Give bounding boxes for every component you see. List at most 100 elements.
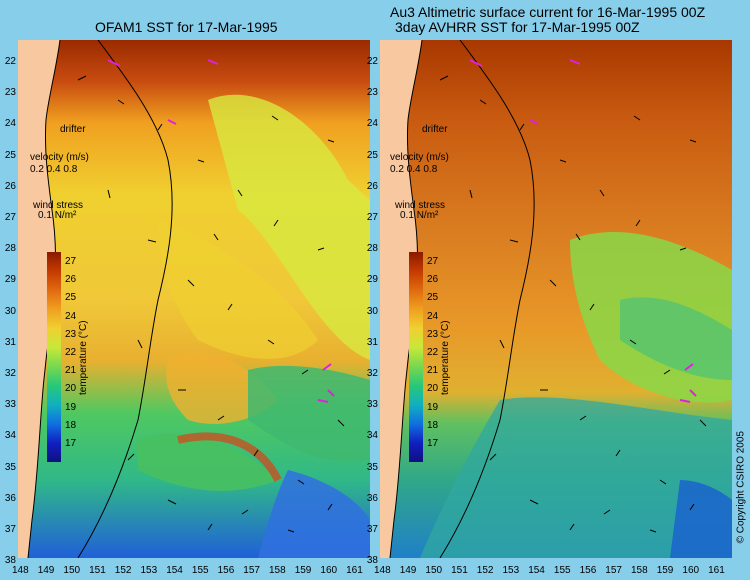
right-panel-title-line1: Au3 Altimetric surface current for 16-Ma… (390, 4, 706, 20)
latitude-label: 36 (4, 492, 16, 504)
latitude-label: 30 (4, 305, 16, 317)
latitude-label: 22 (366, 56, 378, 67)
colorbar-tick: 23 (65, 328, 77, 340)
longitude-label: 155 (553, 565, 571, 576)
longitude-label: 157 (243, 565, 260, 576)
colorbar-title-right: temperature (°C) (440, 320, 451, 395)
colorbar-tick: 26 (427, 274, 439, 286)
colorbar-tick: 17 (65, 438, 77, 449)
colorbar-tick: 25 (65, 292, 77, 304)
longitude-label: 150 (63, 565, 81, 576)
longitude-label: 161 (708, 565, 725, 576)
longitude-label: 156 (217, 565, 235, 576)
latitude-label: 26 (366, 180, 378, 192)
longitude-label: 151 (451, 565, 468, 576)
left-panel-title: OFAM1 SST for 17-Mar-1995 (95, 19, 278, 35)
colorbar-tick: 22 (427, 347, 439, 358)
latitude-label: 37 (366, 524, 378, 535)
longitude-label: 148 (12, 565, 29, 576)
latitude-label: 30 (366, 305, 378, 317)
longitude-label: 154 (528, 565, 545, 576)
latitude-label: 24 (4, 118, 16, 130)
longitude-label: 158 (269, 565, 286, 576)
colorbar-gradient (409, 252, 423, 462)
latitude-label: 22 (4, 56, 16, 67)
wind-scale-left: 0.1 N/m² (38, 210, 77, 221)
longitude-label: 152 (476, 565, 494, 576)
latitude-label: 36 (366, 492, 378, 504)
latitude-label: 25 (366, 149, 378, 161)
latitude-label: 31 (366, 336, 378, 348)
longitude-label: 160 (682, 565, 700, 576)
latitude-label: 33 (4, 399, 16, 411)
longitude-label: 160 (320, 565, 338, 576)
latitude-label: 25 (4, 149, 16, 161)
copyright-text: © Copyright CSIRO 2005 (735, 431, 746, 544)
velocity-label-right: velocity (m/s) (390, 152, 449, 163)
latitude-label: 29 (366, 274, 378, 286)
latitude-label: 23 (366, 87, 378, 99)
colorbar-tick: 24 (427, 310, 439, 322)
colorbar-title-left: temperature (°C) (78, 320, 89, 395)
colorbar-tick: 21 (427, 365, 439, 377)
latitude-label: 28 (4, 243, 16, 255)
colorbar-gradient (47, 252, 61, 462)
right-sst-field (380, 40, 732, 558)
colorbar-tick: 20 (427, 383, 439, 395)
longitude-label: 153 (502, 565, 520, 576)
velocity-label-left: velocity (m/s) (30, 152, 89, 163)
longitude-label: 156 (579, 565, 597, 576)
latitude-label: 38 (4, 555, 16, 567)
longitude-label: 157 (605, 565, 622, 576)
longitude-label: 159 (656, 565, 674, 576)
colorbar-tick: 20 (65, 383, 77, 395)
colorbar-tick: 19 (427, 401, 439, 413)
colorbar-tick: 22 (65, 347, 77, 358)
longitude-label: 152 (114, 565, 132, 576)
latitude-label: 23 (4, 87, 16, 99)
latitude-label: 29 (4, 274, 16, 286)
wind-label-left: wind stress (33, 200, 84, 211)
latitude-label: 35 (4, 461, 16, 473)
latitude-label: 33 (366, 399, 378, 411)
latitude-label: 24 (366, 118, 378, 130)
latitude-label: 31 (4, 336, 16, 348)
latitude-label: 37 (4, 524, 16, 535)
longitude-label: 161 (346, 565, 363, 576)
right-panel-title-line2: 3day AVHRR SST for 17-Mar-1995 00Z (395, 19, 640, 35)
longitude-label: 154 (166, 565, 183, 576)
wind-label-right: wind stress (395, 200, 446, 211)
colorbar-tick: 25 (427, 292, 439, 304)
longitude-label: 153 (140, 565, 158, 576)
latitude-label: 27 (366, 212, 378, 223)
colorbar-tick: 24 (65, 310, 77, 322)
longitude-label: 149 (399, 565, 417, 576)
drifter-label-right: drifter (422, 124, 448, 135)
latitude-label: 32 (4, 368, 16, 379)
colorbar-tick: 18 (427, 419, 439, 431)
colorbar-tick: 19 (65, 401, 77, 413)
latitude-label: 38 (366, 555, 378, 567)
latitude-label: 26 (4, 180, 16, 192)
longitude-label: 158 (631, 565, 648, 576)
colorbar-tick: 27 (427, 256, 439, 267)
velocity-scale-left: 0.2 0.4 0.8 (30, 164, 78, 175)
left-sst-field (18, 40, 370, 558)
latitude-label: 35 (366, 461, 378, 473)
latitude-label: 27 (4, 212, 16, 223)
latitude-label: 32 (366, 368, 378, 379)
latitude-label: 28 (366, 243, 378, 255)
longitude-label: 148 (374, 565, 391, 576)
right-sst-map (380, 40, 732, 558)
longitude-label: 151 (89, 565, 106, 576)
left-sst-map (18, 40, 370, 558)
colorbar-tick: 21 (65, 365, 77, 377)
colorbar-tick: 18 (65, 419, 77, 431)
longitude-label: 150 (425, 565, 443, 576)
longitude-label: 149 (37, 565, 55, 576)
colorbar-tick: 23 (427, 328, 439, 340)
longitude-label: 159 (294, 565, 312, 576)
colorbar-tick: 26 (65, 274, 77, 286)
velocity-scale-right: 0.2 0.4 0.8 (390, 164, 438, 175)
latitude-label: 34 (4, 430, 16, 442)
